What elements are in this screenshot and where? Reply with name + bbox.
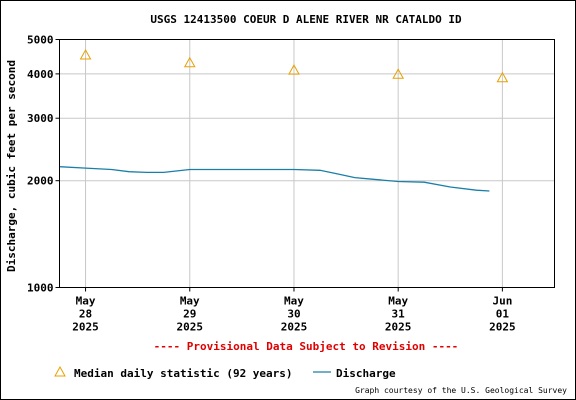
x-tick-label: 2025	[489, 321, 516, 334]
x-tick-label: May	[284, 295, 304, 308]
x-tick-label: May	[76, 295, 96, 308]
legend-median-marker	[54, 365, 66, 377]
legend: Median daily statistic (92 years) Discha…	[54, 365, 396, 380]
chart-title: USGS 12413500 COEUR D ALENE RIVER NR CAT…	[150, 13, 462, 26]
plot-area-border	[59, 39, 555, 288]
y-tick-label: 1000	[27, 282, 54, 295]
y-axis-label: Discharge, cubic feet per second	[5, 60, 18, 272]
y-tick-labels: 1000 2000 3000 4000 5000	[27, 34, 60, 295]
x-tick-label: 30	[287, 308, 300, 321]
y-tick-label: 5000	[27, 34, 54, 47]
y-tick-label: 4000	[27, 68, 54, 81]
x-tick-label: 01	[496, 308, 510, 321]
x-tick-label: 2025	[385, 321, 412, 334]
y-tick-label: 3000	[27, 112, 54, 125]
grid-lines	[59, 39, 555, 288]
data-series	[59, 49, 509, 192]
provisional-data-notice: ---- Provisional Data Subject to Revisio…	[154, 340, 459, 353]
legend-discharge-label: Discharge	[336, 367, 396, 380]
x-tick-label: 2025	[72, 321, 99, 334]
legend-median-label: Median daily statistic (92 years)	[74, 367, 293, 380]
discharge-line	[59, 166, 490, 192]
x-tick-label: 2025	[177, 321, 204, 334]
x-tick-label: May	[180, 295, 200, 308]
median-marker	[79, 49, 92, 60]
median-marker	[496, 71, 509, 83]
x-tick-label: 29	[183, 308, 196, 321]
median-marker	[183, 56, 196, 68]
y-tick-label: 2000	[27, 175, 54, 188]
x-tick-labels: May282025May292025May302025May312025Jun0…	[72, 287, 516, 334]
median-marker	[392, 68, 405, 79]
x-tick-label: May	[388, 295, 408, 308]
x-tick-label: 28	[79, 308, 92, 321]
credit-text: Graph courtesy of the U.S. Geological Su…	[355, 386, 567, 395]
x-tick-label: 31	[392, 308, 406, 321]
median-marker	[288, 64, 300, 75]
x-tick-label: 2025	[281, 321, 308, 334]
x-tick-label: Jun	[492, 295, 512, 308]
